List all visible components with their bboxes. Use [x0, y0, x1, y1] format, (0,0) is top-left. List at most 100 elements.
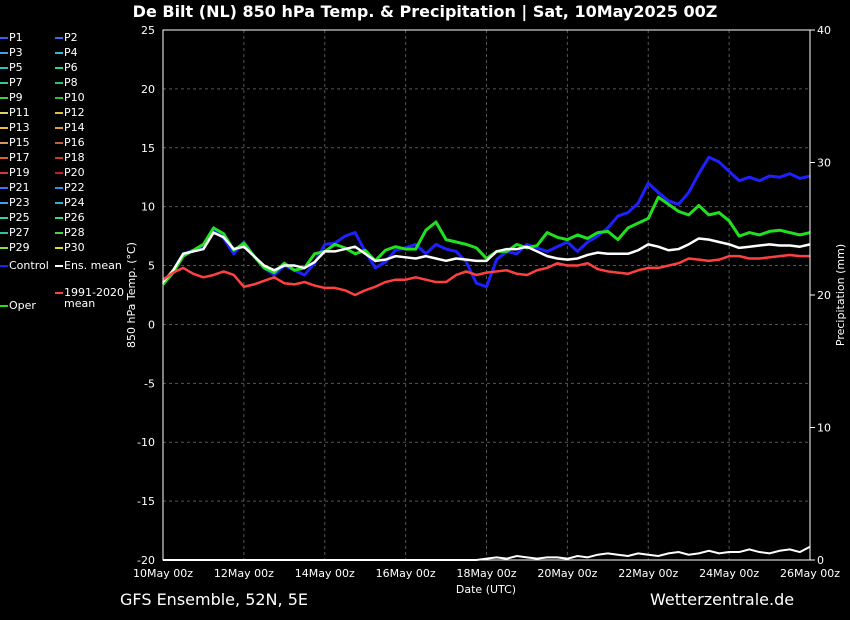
legend-label: P17 [9, 151, 30, 164]
legend-swatch [0, 127, 8, 129]
legend-label: P3 [9, 46, 23, 59]
legend-label: P1 [9, 31, 23, 44]
legend-swatch [0, 217, 8, 219]
legend-label: P15 [9, 136, 30, 149]
x-tick-label: 22May 00z [618, 567, 678, 580]
legend-swatch [0, 82, 8, 84]
legend-label: Control [9, 259, 49, 272]
legend-label: P20 [64, 166, 85, 179]
y-tick-label: 25 [141, 24, 155, 37]
legend-label: P11 [9, 106, 30, 119]
legend-swatch [55, 142, 63, 144]
series-line [161, 195, 811, 286]
y-tick-label: 20 [141, 83, 155, 96]
legend-label: 1991-2020 [64, 286, 124, 299]
legend-swatch [55, 52, 63, 54]
y-tick-label: -15 [137, 495, 155, 508]
legend-swatch [0, 157, 8, 159]
legend-swatch [0, 142, 8, 144]
legend-label: P22 [64, 181, 85, 194]
legend-label: P19 [9, 166, 30, 179]
legend-swatch [55, 202, 63, 204]
grid [163, 30, 810, 560]
legend-label: P28 [64, 226, 85, 239]
legend-swatch [55, 247, 63, 249]
legend-label: P21 [9, 181, 30, 194]
legend-swatch [0, 37, 8, 39]
legend-swatch [55, 112, 63, 114]
precipitation-series [163, 545, 811, 561]
legend-label: P24 [64, 196, 85, 209]
x-axis-ticks: 10May 00z 12May 00z 14May 00z 16May 00z 18Ma… [133, 567, 840, 580]
y-tick-label: 10 [141, 201, 155, 214]
chart-title: De Bilt (NL) 850 hPa Temp. & Precipitati… [132, 2, 718, 21]
series-line [162, 231, 811, 283]
legend-swatch [0, 232, 8, 234]
plot-frame [162, 29, 811, 561]
x-tick-label: 16May 00z [376, 567, 436, 580]
y-tick-label: 0 [148, 318, 155, 331]
x-tick-label: 24May 00z [699, 567, 759, 580]
legend-label: P8 [64, 76, 78, 89]
legend-swatch [0, 187, 8, 189]
model-info: GFS Ensemble, 52N, 5E [120, 590, 308, 609]
legend: P1 P2 P3 P4 P5 P6 P7 P8 P9 P10 P11 P12 P13 P14 P15 P16 P… [0, 30, 135, 320]
legend-swatch [0, 97, 8, 99]
legend-swatch [55, 67, 63, 69]
legend-swatch [0, 305, 8, 307]
y-tick-label: 5 [148, 260, 155, 273]
y2-tick-label: 20 [817, 289, 831, 302]
legend-swatch [55, 157, 63, 159]
legend-label: P7 [9, 76, 23, 89]
legend-swatch [55, 187, 63, 189]
legend-swatch [55, 97, 63, 99]
x-tick-label: 26May 00z [780, 567, 840, 580]
temperature-series [161, 155, 811, 297]
legend-label: P10 [64, 91, 85, 104]
legend-label: P25 [9, 211, 30, 224]
x-tick-label: 10May 00z [133, 567, 193, 580]
x-tick-label: 14May 00z [295, 567, 355, 580]
legend-label: P23 [9, 196, 30, 209]
site-credit: Wetterzentrale.de [650, 590, 795, 609]
legend-label: P5 [9, 61, 23, 74]
y-tick-label: -20 [137, 554, 155, 567]
legend-label: P26 [64, 211, 85, 224]
legend-label: P2 [64, 31, 78, 44]
x-tick-label: 20May 00z [537, 567, 597, 580]
series-line [161, 155, 811, 289]
legend-label: P18 [64, 151, 85, 164]
y2-tick-label: 0 [817, 554, 824, 567]
legend-swatch [55, 265, 63, 267]
y2-tick-label: 10 [817, 422, 831, 435]
legend-label: P6 [64, 61, 78, 74]
y2-tick-label: 40 [817, 24, 831, 37]
legend-swatch [0, 172, 8, 174]
legend-swatch [55, 217, 63, 219]
legend-label: P29 [9, 241, 30, 254]
legend-label: Ens. mean [64, 259, 122, 272]
legend-label: P16 [64, 136, 85, 149]
y-axis-ticks: 25 20 15 10 5 0 -5 -10 -15 -20 [137, 24, 155, 567]
legend-swatch [0, 202, 8, 204]
legend-label: P12 [64, 106, 85, 119]
legend-swatch [55, 127, 63, 129]
y-tick-label: -10 [137, 436, 155, 449]
y2-axis-ticks: 40 30 20 10 0 [810, 24, 831, 567]
y-tick-label: 15 [141, 142, 155, 155]
legend-swatch [0, 247, 8, 249]
x-axis-label: Date (UTC) [456, 583, 516, 596]
legend-swatch [55, 292, 63, 294]
x-tick-label: 12May 00z [214, 567, 274, 580]
legend-label: Oper [9, 299, 36, 312]
legend-swatch [55, 232, 63, 234]
legend-swatch [55, 172, 63, 174]
legend-swatch [0, 67, 8, 69]
legend-label: P14 [64, 121, 85, 134]
legend-label: P4 [64, 46, 78, 59]
legend-swatch [55, 37, 63, 39]
legend-label: P9 [9, 91, 23, 104]
legend-label: mean [64, 297, 96, 310]
legend-swatch [55, 82, 63, 84]
y-tick-label: -5 [144, 377, 155, 390]
